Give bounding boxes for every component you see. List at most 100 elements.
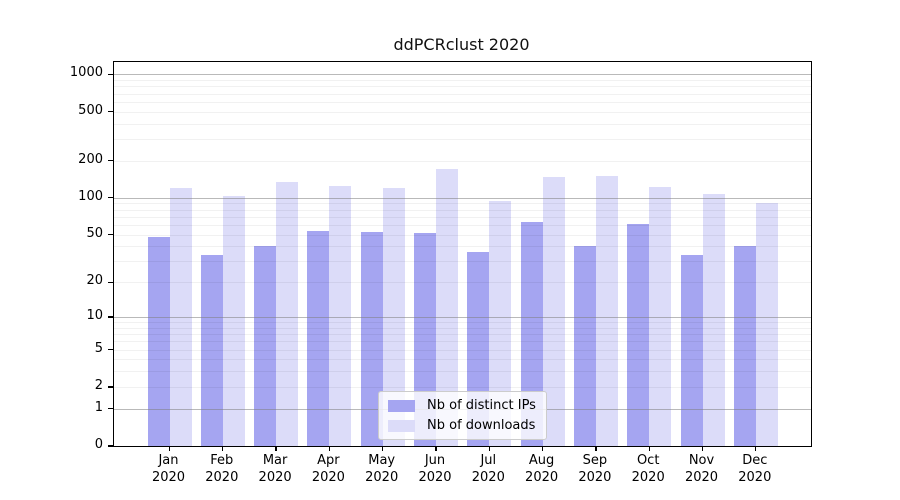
x-tick-label: May 2020 bbox=[337, 452, 427, 486]
minor-gridline bbox=[114, 224, 811, 226]
legend-item-distinct-ips: Nb of distinct IPs bbox=[388, 398, 536, 413]
minor-gridline bbox=[114, 111, 811, 113]
legend-swatch-downloads-icon bbox=[388, 419, 415, 432]
chart-title: ddPCRclust 2020 bbox=[393, 35, 530, 54]
x-tick-label: Nov 2020 bbox=[657, 452, 747, 486]
y-tick-label: 20 bbox=[86, 273, 103, 289]
x-tick-label-line: 2020 bbox=[418, 470, 452, 485]
x-tick-mark bbox=[435, 446, 437, 451]
minor-gridline bbox=[114, 371, 811, 373]
minor-gridline bbox=[114, 282, 811, 284]
bar-downloads bbox=[595, 175, 618, 446]
y-tick-mark bbox=[108, 281, 113, 283]
y-tick-label: 0 bbox=[94, 437, 103, 452]
x-tick-mark bbox=[595, 446, 597, 451]
y-tick-label: 1000 bbox=[69, 65, 103, 81]
y-tick-mark bbox=[108, 233, 113, 236]
minor-gridline bbox=[114, 139, 811, 140]
x-tick-label-line: 2020 bbox=[738, 470, 772, 485]
y-tick-mark bbox=[108, 73, 113, 75]
legend: Nb of distinct IPs Nb of downloads bbox=[378, 391, 547, 440]
x-tick-label-line: 2020 bbox=[151, 470, 186, 485]
x-tick-label-line: Apr bbox=[317, 453, 340, 468]
x-tick-label-line: Jul bbox=[480, 453, 497, 468]
bar-distinct-ips bbox=[307, 231, 330, 446]
x-tick-label: Aug 2020 bbox=[497, 452, 587, 486]
x-tick-label: Jun 2020 bbox=[390, 452, 480, 486]
minor-gridline bbox=[114, 203, 811, 205]
minor-gridline bbox=[114, 261, 811, 263]
y-tick-mark bbox=[108, 386, 113, 388]
y-tick-label: 10 bbox=[86, 308, 103, 323]
bar-distinct-ips bbox=[147, 236, 170, 446]
minor-gridline bbox=[114, 322, 811, 324]
x-tick-label: Mar 2020 bbox=[230, 452, 320, 486]
x-tick-mark bbox=[755, 446, 757, 451]
x-tick-label-line: Aug bbox=[528, 453, 555, 468]
legend-swatch-distinct-ips-icon bbox=[388, 399, 415, 412]
bar-distinct-ips bbox=[360, 232, 383, 446]
x-tick-mark bbox=[488, 446, 490, 451]
minor-gridline bbox=[114, 160, 811, 162]
y-tick-label: 5 bbox=[94, 340, 103, 356]
y-tick-mark bbox=[108, 160, 113, 162]
bar-downloads bbox=[649, 187, 672, 446]
legend-label-distinct-ips: Nb of distinct IPs bbox=[427, 398, 536, 413]
x-tick-label-line: Mar bbox=[262, 453, 288, 468]
bar-downloads bbox=[542, 177, 565, 446]
bar-downloads bbox=[436, 169, 458, 446]
y-tick-label: 50 bbox=[86, 225, 103, 241]
bar-distinct-ips bbox=[254, 246, 277, 446]
bar-downloads bbox=[329, 185, 352, 446]
x-tick-mark bbox=[168, 446, 171, 451]
x-tick-label-line: Nov bbox=[688, 453, 715, 468]
x-tick-label-line: 2020 bbox=[631, 470, 665, 485]
x-tick-label-line: 2020 bbox=[684, 470, 719, 485]
bar-downloads bbox=[755, 202, 778, 446]
x-tick-label-line: Oct bbox=[636, 453, 660, 468]
minor-gridline bbox=[114, 209, 811, 211]
minor-gridline bbox=[114, 334, 811, 336]
x-tick-label-line: 2020 bbox=[311, 470, 345, 485]
y-tick-label: 1 bbox=[94, 399, 103, 415]
x-tick-mark bbox=[222, 446, 224, 451]
y-tick-label: 200 bbox=[78, 151, 103, 167]
y-tick-label: 100 bbox=[78, 188, 103, 204]
x-tick-mark bbox=[701, 446, 704, 451]
bar-downloads bbox=[489, 200, 512, 446]
bar-distinct-ips bbox=[627, 224, 650, 446]
y-tick-mark bbox=[108, 445, 113, 447]
minor-gridline bbox=[114, 101, 811, 103]
x-tick-label-line: Jan bbox=[158, 453, 179, 468]
x-tick-mark bbox=[541, 446, 544, 451]
minor-gridline bbox=[114, 246, 811, 248]
x-tick-label-line: 2020 bbox=[525, 470, 559, 485]
y-tick-label: 2 bbox=[94, 377, 103, 393]
bar-distinct-ips bbox=[680, 254, 703, 446]
x-tick-label-line: Feb bbox=[210, 453, 234, 468]
x-tick-mark bbox=[648, 446, 650, 451]
minor-gridline bbox=[114, 386, 811, 388]
minor-gridline bbox=[114, 341, 811, 343]
x-tick-label: Sep 2020 bbox=[550, 452, 640, 486]
bar-downloads bbox=[382, 187, 405, 446]
minor-gridline bbox=[114, 234, 811, 236]
bar-distinct-ips bbox=[200, 254, 223, 446]
x-tick-mark bbox=[328, 446, 331, 451]
y-tick-mark bbox=[108, 408, 113, 410]
major-gridline bbox=[114, 197, 811, 199]
y-tick-mark bbox=[108, 110, 113, 113]
x-tick-label-line: Dec bbox=[742, 453, 768, 468]
minor-gridline bbox=[114, 359, 811, 361]
x-tick-label-line: Sep bbox=[582, 453, 608, 468]
x-tick-label: Oct 2020 bbox=[603, 452, 693, 486]
x-tick-label-line: May bbox=[368, 453, 396, 468]
x-tick-label: Dec 2020 bbox=[710, 452, 800, 486]
major-gridline bbox=[114, 74, 811, 76]
x-tick-label-line: 2020 bbox=[258, 470, 292, 485]
minor-gridline bbox=[114, 93, 811, 95]
minor-gridline bbox=[114, 86, 811, 88]
x-tick-label-line: Jun bbox=[424, 453, 446, 468]
y-tick-label: 500 bbox=[78, 102, 103, 118]
